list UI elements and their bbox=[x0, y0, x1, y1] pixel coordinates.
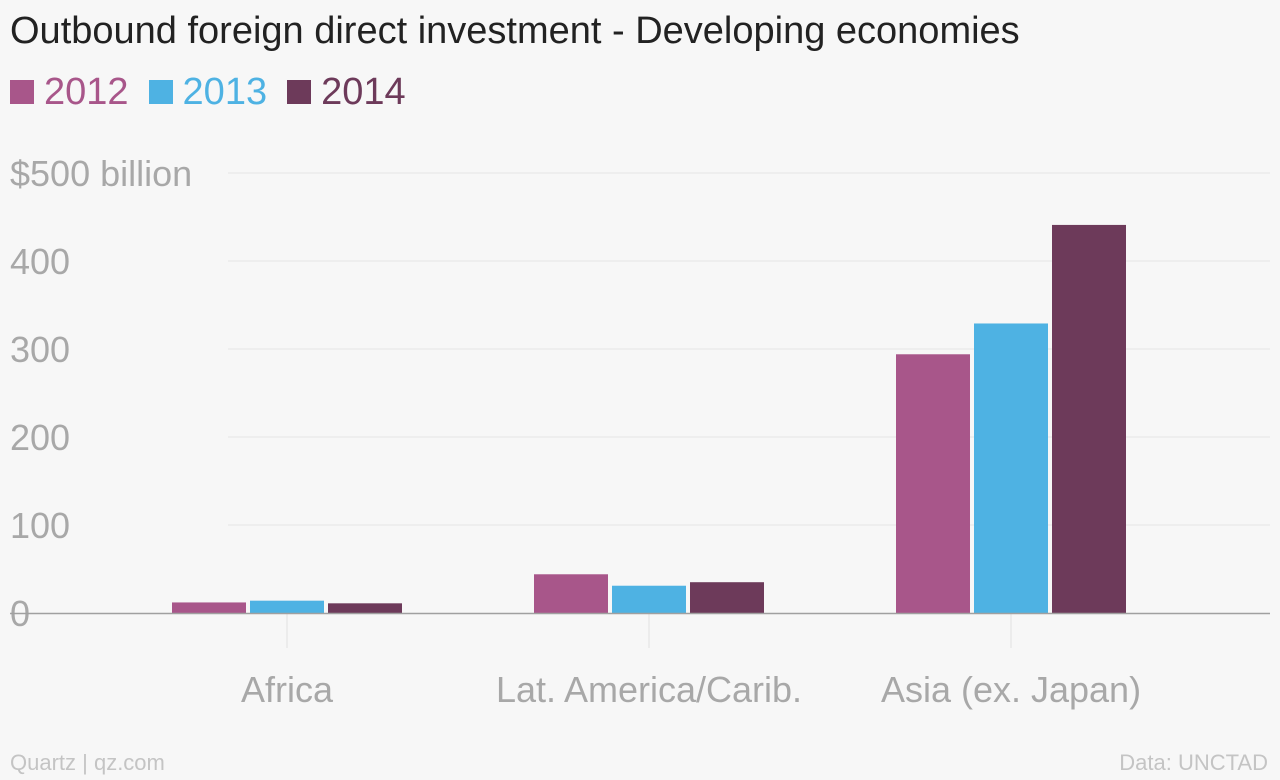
y-tick-label: 400 bbox=[10, 241, 70, 282]
legend: 2012 2013 2014 bbox=[10, 68, 426, 116]
bar-2013-0 bbox=[250, 600, 324, 613]
legend-label: 2012 bbox=[44, 71, 129, 113]
y-tick-label: $500 billion bbox=[10, 153, 192, 194]
legend-swatch bbox=[148, 80, 173, 104]
bar-2014-0 bbox=[328, 603, 402, 613]
legend-swatch bbox=[10, 80, 34, 104]
bar-2013-1 bbox=[612, 585, 686, 613]
y-tick-label: 200 bbox=[10, 417, 70, 458]
chart-title: Outbound foreign direct investment - Dev… bbox=[10, 10, 1020, 52]
bar-2014-2 bbox=[1052, 224, 1126, 614]
footer-credit: Quartz | qz.com bbox=[10, 750, 165, 775]
bar-2013-2 bbox=[974, 323, 1048, 613]
footer-source: Data: UNCTAD bbox=[1119, 750, 1268, 775]
legend-label: 2014 bbox=[321, 71, 406, 113]
legend-item-2012: 2012 bbox=[10, 68, 129, 116]
x-tick-label: Asia (ex. Japan) bbox=[881, 669, 1141, 710]
x-tick-label: Africa bbox=[241, 669, 334, 710]
bar-2012-0 bbox=[172, 602, 246, 613]
legend-item-2013: 2013 bbox=[148, 68, 268, 116]
x-tick-label: Lat. America/Carib. bbox=[496, 669, 802, 710]
legend-item-2014: 2014 bbox=[287, 68, 406, 116]
legend-label: 2013 bbox=[182, 71, 268, 113]
bar-2012-1 bbox=[534, 574, 608, 613]
bar-2012-2 bbox=[896, 354, 970, 613]
bar-2014-1 bbox=[690, 582, 764, 613]
y-tick-label: 100 bbox=[10, 505, 70, 546]
y-tick-label: 300 bbox=[10, 329, 70, 370]
legend-swatch bbox=[287, 80, 312, 104]
